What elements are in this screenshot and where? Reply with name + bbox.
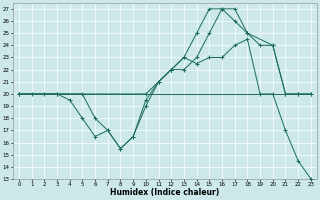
X-axis label: Humidex (Indice chaleur): Humidex (Indice chaleur) xyxy=(110,188,220,197)
